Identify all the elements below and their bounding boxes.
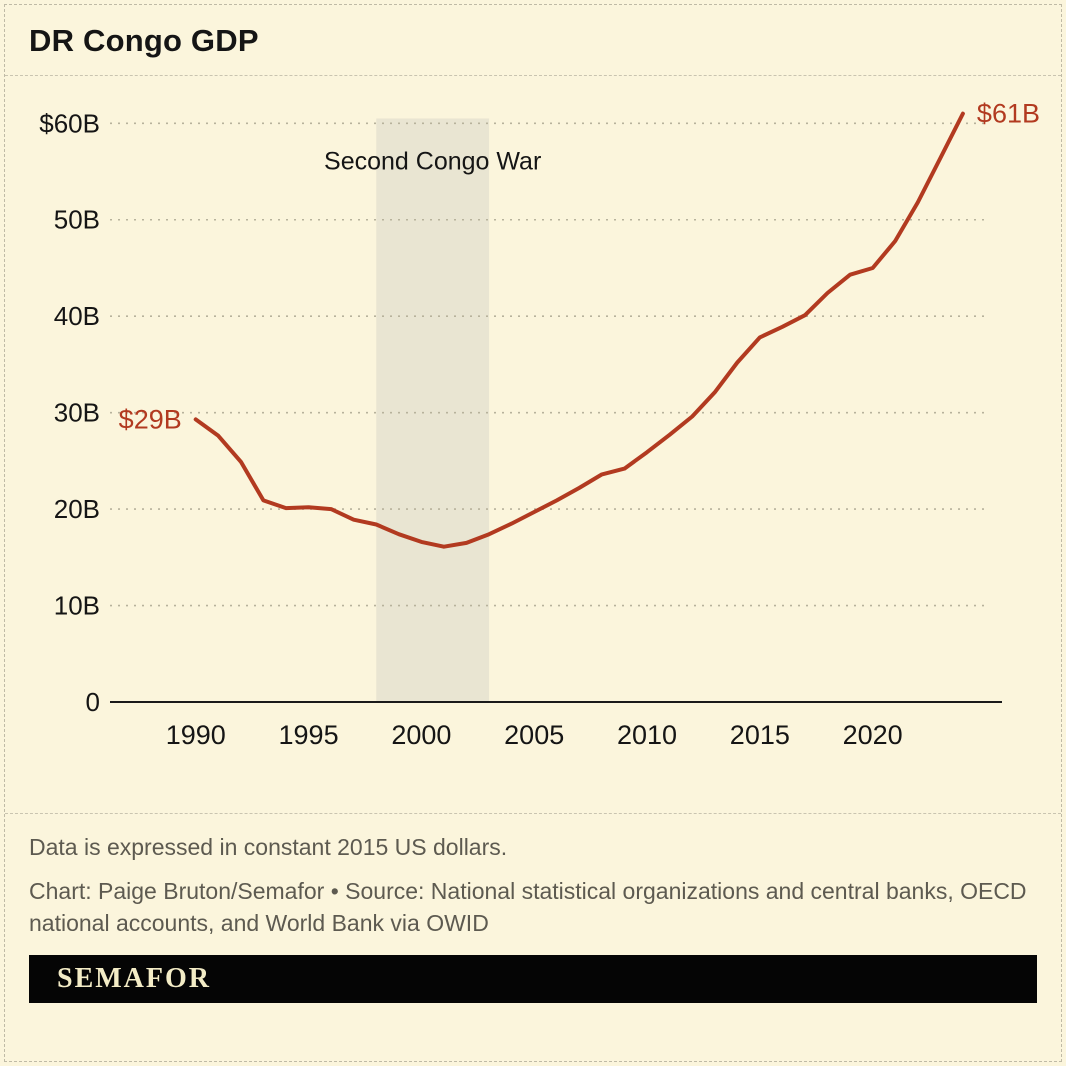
chart-canvas: Second Congo War $60B 50B 40B 30B 20B 10B 0 1990… [39,99,1040,750]
annotation-end-value: $61B [977,99,1040,129]
data-note: Data is expressed in constant 2015 US do… [29,834,508,860]
x-tick-label: 2010 [617,720,677,750]
annotation-start-value: $29B [119,404,182,434]
y-tick-label: 20B [54,494,100,524]
x-tick-label: 1990 [166,720,226,750]
x-tick-label: 2005 [504,720,564,750]
x-tick-label: 2015 [730,720,790,750]
war-band [376,118,490,702]
page: DR Congo GDP Second Congo War $60B 50B 40B 3… [4,4,1062,1062]
x-tick-label: 1995 [279,720,339,750]
semafor-logo: SEMAFOR [57,963,211,995]
chart-title: DR Congo GDP [29,23,259,58]
gdp-line [193,111,965,549]
brand-bar: SEMAFOR [29,955,1037,1004]
y-tick-label: 30B [54,398,100,428]
y-tick-label: 10B [54,591,100,621]
y-tick-label: $60B [39,108,100,138]
war-band-label: Second Congo War [324,148,541,176]
x-tick-label: 2000 [391,720,451,750]
y-tick-label: 50B [54,205,100,235]
chart-header: DR Congo GDP [5,5,1061,76]
credit-line: Chart: Paige Bruton/Semafor • Source: Na… [29,878,1027,937]
chart-footer: Data is expressed in constant 2015 US do… [5,813,1061,939]
gdp-line-chart: Second Congo War $60B 50B 40B 30B 20B 10B 0 1990… [5,76,1061,791]
y-tick-label: 40B [54,301,100,331]
x-tick-label: 2020 [843,720,903,750]
y-tick-label: 0 [86,687,100,717]
